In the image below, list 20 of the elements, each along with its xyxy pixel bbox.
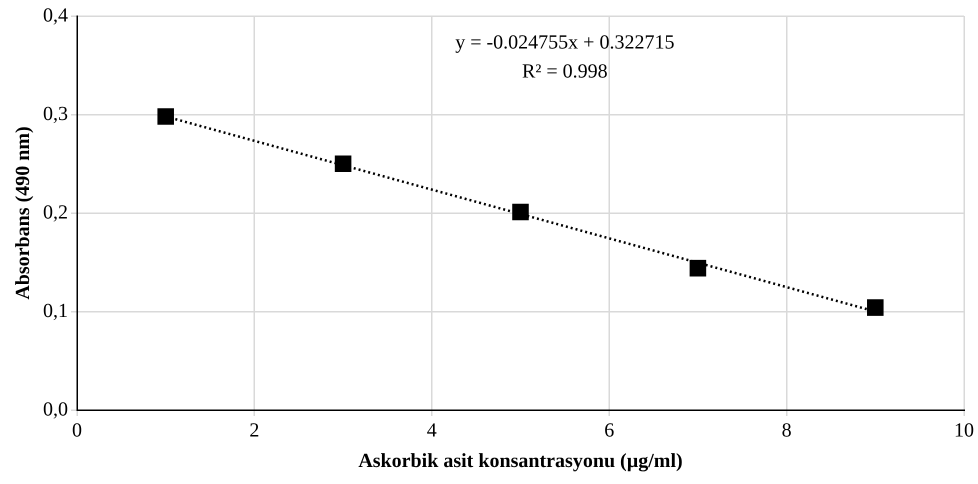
x-tick-label: 0 [72, 419, 82, 442]
x-tick-label: 6 [604, 419, 614, 442]
x-tick-label: 2 [249, 419, 260, 442]
x-tick-label: 4 [426, 419, 437, 442]
x-tick-label: 10 [954, 419, 974, 442]
point [512, 204, 529, 220]
point [157, 108, 174, 125]
y-tick-label: 0,2 [43, 201, 68, 224]
x-axis-title: Askorbik asit konsantrasyonu (µg/ml) [358, 450, 683, 472]
x-tick-label: 8 [782, 419, 792, 442]
annotation: R² = 0.998 [522, 60, 608, 82]
y-tick-label: 0,4 [43, 4, 68, 26]
point [867, 299, 884, 316]
y-tick-label: 0,1 [43, 300, 68, 322]
y-axis-title: Absorbans (490 nm) [12, 126, 34, 300]
point [690, 260, 706, 276]
annotation: y = -0.024755x + 0.322715 [455, 31, 674, 54]
point [334, 155, 352, 172]
y-tick-label: 0,0 [43, 398, 68, 420]
y-tick-label: 0,3 [43, 102, 68, 125]
